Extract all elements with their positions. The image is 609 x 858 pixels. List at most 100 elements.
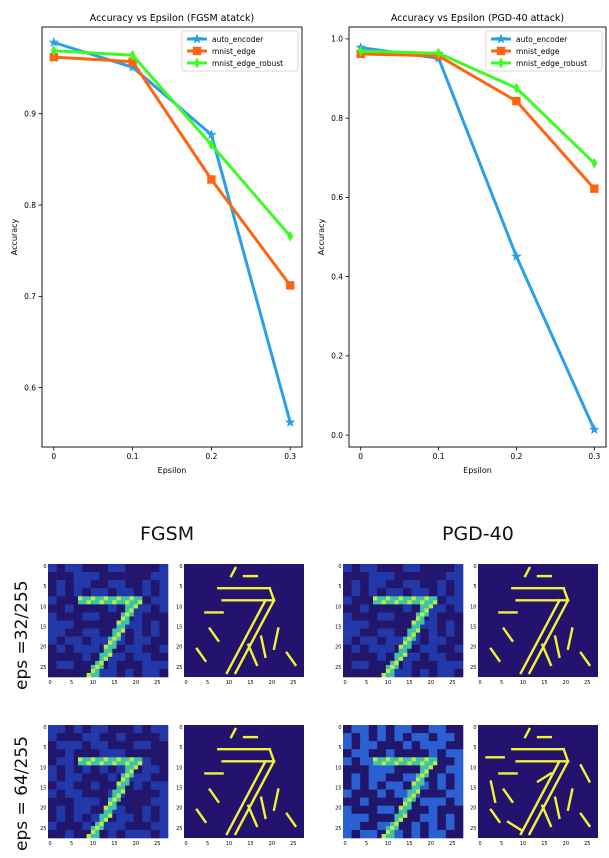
series-mnist-edge-robust: [357, 45, 598, 169]
series-line: [52, 49, 292, 238]
panel-y-tick: 25: [40, 826, 46, 832]
chart-svg: Accuracy vs Epsilon (FGSM atatck) 0 0.1 0.2…: [10, 13, 303, 475]
panel-y-tick: 10: [335, 765, 341, 771]
legend-label: mnist_edge_robust: [516, 59, 587, 68]
panel-x-tick: 10: [90, 841, 96, 847]
panel-x-tick: 15: [406, 680, 412, 686]
panel-x-tick: 20: [269, 680, 275, 686]
panel-y-tick: 0: [473, 564, 476, 570]
panel-y-tick: 10: [40, 765, 46, 771]
panel-x-tick: 0: [185, 841, 188, 847]
data-point: [589, 424, 600, 434]
panel-y-tick: 20: [335, 806, 341, 812]
legend-marker: [498, 57, 504, 69]
column-heading-pgd: PGD-40: [442, 523, 514, 545]
panel-x-tick: 0: [185, 680, 188, 686]
x-tick-label: 0.1: [433, 452, 445, 461]
panel-x-tick: 15: [111, 841, 117, 847]
panel-x-tick: 25: [584, 841, 590, 847]
panel-y-tick: 10: [176, 604, 182, 610]
panel-y-tick: 5: [338, 745, 341, 751]
panel-y-tick: 25: [335, 826, 341, 832]
panel-y-tick: 10: [335, 604, 341, 610]
panel-x-tick: 5: [365, 841, 368, 847]
y-tick-label: 1.0: [331, 35, 343, 44]
data-point: [512, 96, 521, 106]
perturbed-digit-image: 0 0 5 5 10 10 15 15 20 20 25 25: [335, 725, 464, 847]
panel-y-tick: 15: [40, 625, 46, 631]
panel-x-tick: 15: [541, 841, 547, 847]
panel-y-tick: 15: [176, 625, 182, 631]
panel-y-tick: 20: [470, 645, 476, 651]
legend-label: mnist_edge: [516, 47, 560, 56]
row-heading-eps-64: eps = 64/255: [12, 736, 32, 851]
data-point: [206, 129, 217, 140]
column-heading-fgsm: FGSM: [140, 523, 195, 545]
panel-y-tick: 0: [179, 564, 182, 570]
panel-x-tick: 25: [584, 680, 590, 686]
panel-x-tick: 10: [385, 680, 391, 686]
x-tick-label: 0.3: [284, 452, 296, 461]
panel-x-tick: 0: [344, 841, 347, 847]
y-tick-label: 0.6: [24, 383, 36, 392]
panel-x-tick: 25: [290, 680, 296, 686]
panel-y-tick: 0: [338, 564, 341, 570]
y-axis-label: Accuracy: [10, 218, 19, 255]
panel-x-tick: 15: [247, 841, 253, 847]
perturbed-digit-image: 0 0 5 5 10 10 15 15 20 20 25 25: [40, 725, 169, 847]
fgsm-accuracy-chart: Accuracy vs Epsilon (FGSM atatck) 0 0.1 0.2…: [0, 0, 305, 480]
panel-y-tick: 15: [176, 786, 182, 792]
y-axis-label: Accuracy: [317, 218, 326, 255]
legend-marker: [192, 46, 202, 56]
panel-y-tick: 0: [43, 564, 46, 570]
panel-y-tick: 20: [176, 806, 182, 812]
panel-y-tick: 5: [43, 745, 46, 751]
data-point: [591, 157, 598, 169]
panel-y-tick: 5: [473, 745, 476, 751]
panel-x-tick: 20: [133, 680, 139, 686]
y-tick-label: 0.4: [331, 272, 343, 281]
panel-y-tick: 15: [470, 625, 476, 631]
x-tick-label: 0.3: [588, 452, 600, 461]
panel-y-tick: 5: [338, 584, 341, 590]
x-tick-label: 0: [51, 452, 56, 461]
panel-y-tick: 15: [40, 786, 46, 792]
panel-x-tick: 0: [49, 841, 52, 847]
data-point: [285, 281, 295, 290]
legend-label: mnist_edge_robust: [212, 59, 283, 68]
row-heading-eps-32: eps =32/255: [12, 580, 32, 690]
panel-y-tick: 10: [176, 765, 182, 771]
x-tick-label: 0.1: [127, 452, 139, 461]
data-point: [513, 82, 520, 94]
x-tick-label: 0: [358, 452, 363, 461]
chart-svg: Accuracy vs Epsilon (PGD-40 attack) 0 0.1 0…: [317, 13, 607, 475]
panel-x-tick: 0: [344, 680, 347, 686]
series-line: [52, 55, 292, 287]
panel-x-tick: 20: [269, 841, 275, 847]
panel-y-tick: 25: [176, 826, 182, 832]
panel-y-tick: 0: [43, 725, 46, 731]
data-point: [208, 139, 215, 151]
panel-y-tick: 0: [338, 725, 341, 731]
panel-y-tick: 0: [179, 725, 182, 731]
legend: auto_encoder mnist_edge mnist_edge_robust: [181, 30, 299, 72]
data-point: [435, 47, 442, 59]
panel-x-tick: 25: [449, 680, 455, 686]
panel-y-tick: 15: [470, 786, 476, 792]
series-mnist-edge-robust: [50, 45, 294, 242]
panel-x-tick: 5: [500, 680, 503, 686]
panel-y-tick: 20: [335, 645, 341, 651]
panel-y-tick: 5: [43, 584, 46, 590]
panel-y-tick: 25: [470, 665, 476, 671]
panel-x-tick: 10: [226, 680, 232, 686]
panel-x-tick: 20: [133, 841, 139, 847]
data-point: [285, 416, 296, 427]
panel-x-tick: 25: [290, 841, 296, 847]
panel-y-tick: 25: [40, 665, 46, 671]
panel-y-tick: 20: [40, 645, 46, 651]
panel-x-tick: 10: [226, 841, 232, 847]
series-mnist-edge: [49, 52, 295, 290]
panel-y-tick: 10: [470, 604, 476, 610]
panel-x-tick: 20: [428, 680, 434, 686]
pgd-accuracy-chart: Accuracy vs Epsilon (PGD-40 attack) 0 0.1 0…: [305, 0, 609, 480]
